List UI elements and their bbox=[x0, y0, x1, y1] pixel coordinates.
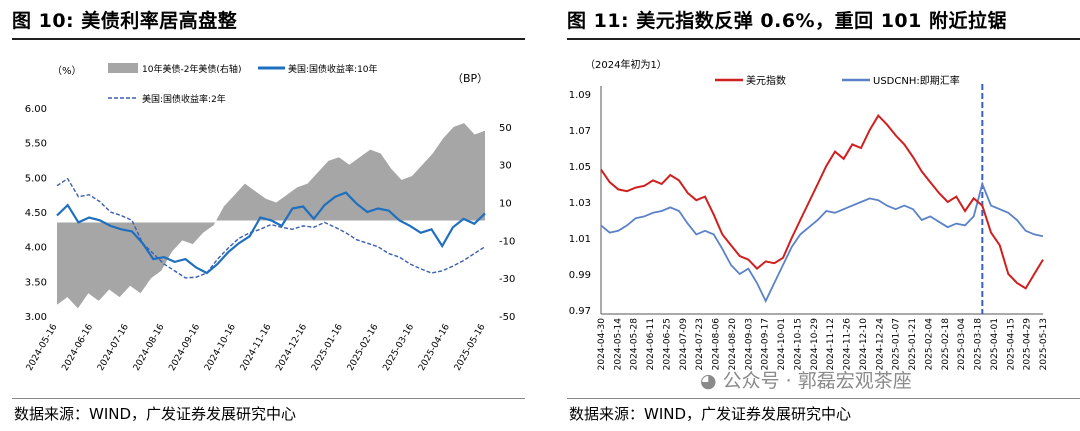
x-axis-tick: 2025-02-18 bbox=[941, 318, 951, 371]
wechat-watermark: ◕ 公众号 · 郭磊宏观茶座 bbox=[700, 366, 912, 393]
series-10y-line bbox=[56, 191, 486, 275]
right-axis-tick: 30 bbox=[499, 161, 512, 172]
x-axis-tick: 2025-01-07 bbox=[892, 318, 902, 370]
right-axis-tick: -50 bbox=[499, 312, 515, 323]
legend-label-dxy: 美元指数 bbox=[746, 74, 786, 87]
x-axis-tick: 2025-04-15 bbox=[1006, 318, 1016, 370]
x-axis-tick: 2024-07-23 bbox=[695, 318, 705, 370]
x-axis-tick: 2025-03-18 bbox=[974, 318, 984, 371]
x-axis-tick: 2024-10-29 bbox=[810, 318, 820, 371]
y-axis-tick: 1.09 bbox=[569, 90, 591, 101]
left-axis-tick: 3.00 bbox=[25, 312, 47, 323]
spread-area bbox=[57, 123, 485, 309]
x-axis-tick: 2024-04-30 bbox=[597, 318, 607, 371]
x-axis-tick: 2024-06-16 bbox=[60, 322, 95, 373]
x-axis-tick: 2024-12-16 bbox=[274, 322, 309, 373]
y-axis-tick: 1.07 bbox=[569, 126, 591, 137]
right-axis-tick: -30 bbox=[499, 274, 515, 285]
x-axis-tick: 2024-10-16 bbox=[203, 322, 238, 373]
x-axis-tick: 2025-02-04 bbox=[924, 318, 934, 371]
left-axis-unit: （%） bbox=[52, 65, 82, 77]
unit-note: （2024年初为1） bbox=[585, 58, 667, 71]
x-axis-tick: 2024-11-16 bbox=[239, 322, 274, 373]
treasury-yield-chart: （%） （BP） 10年美债-2年美债(右轴) 美国:国债收益率:10年美国:国债收益… bbox=[25, 63, 515, 373]
x-axis-tick: 2024-05-16 bbox=[25, 322, 60, 373]
legend-label-10y: 美国:国债收益率:10年 bbox=[288, 63, 378, 75]
right-axis-tick: 10 bbox=[499, 199, 512, 210]
y-axis-tick: 1.05 bbox=[569, 162, 591, 173]
x-axis-tick: 2025-05-16 bbox=[453, 322, 488, 373]
x-axis-tick: 2024-06-25 bbox=[662, 318, 672, 370]
series-2y-line bbox=[56, 177, 486, 279]
left-axis-tick: 3.50 bbox=[25, 277, 47, 288]
y-axis-tick: 1.01 bbox=[569, 234, 591, 245]
left-axis-tick: 5.50 bbox=[25, 139, 47, 150]
legend-label-spread: 10年美债-2年美债(右轴) bbox=[142, 63, 241, 75]
figure-11-title: 图 11: 美元指数反弹 0.6%，重回 101 附近拉锯 bbox=[567, 10, 1007, 32]
x-axis-tick: 2024-09-16 bbox=[167, 322, 202, 373]
x-axis-tick: 2025-02-16 bbox=[346, 322, 381, 373]
y-axis-tick: 0.97 bbox=[569, 306, 591, 317]
left-axis-tick: 6.00 bbox=[25, 104, 47, 115]
figure-11-panel: 图 11: 美元指数反弹 0.6%，重回 101 附近拉锯 （2024年初为1）… bbox=[555, 0, 1080, 431]
watermark-text: 公众号 · 郭磊宏观茶座 bbox=[722, 370, 912, 392]
series-usdcnh-line bbox=[600, 181, 1044, 304]
left-axis-tick: 4.50 bbox=[25, 208, 47, 219]
figure-10-title: 图 10: 美债利率居高盘整 bbox=[12, 10, 238, 32]
title-divider bbox=[12, 38, 525, 40]
dollar-index-chart: （2024年初为1） 美元指数 USDCNH:即期汇率 1.09 1.07 1.05 1.0… bbox=[569, 58, 1049, 371]
x-axis-tick: 2024-12-10 bbox=[859, 318, 869, 371]
x-axis-tick: 2025-03-16 bbox=[381, 322, 416, 373]
right-axis-tick: -10 bbox=[499, 236, 515, 247]
wechat-icon: ◕ bbox=[700, 370, 717, 392]
x-axis-tick: 2025-04-29 bbox=[1023, 318, 1033, 371]
x-axis-tick: 2024-09-03 bbox=[744, 318, 754, 370]
x-axis-tick: 2024-10-01 bbox=[777, 318, 787, 370]
x-axis-tick: 2025-04-16 bbox=[417, 322, 452, 373]
x-axis-tick: 2025-01-16 bbox=[310, 322, 345, 373]
x-axis-tick: 2024-08-06 bbox=[712, 318, 722, 371]
x-axis-tick: 2025-01-21 bbox=[908, 318, 918, 370]
figure-10-panel: 图 10: 美债利率居高盘整 （%） （BP） 10年美债-2年美债(右轴) 美国:国… bbox=[0, 0, 525, 431]
legend-label-2y: 美国:国债收益率:2年 bbox=[142, 93, 226, 105]
source-divider bbox=[12, 398, 525, 399]
source-divider bbox=[567, 398, 1080, 399]
x-axis-tick: 2024-07-16 bbox=[96, 322, 131, 373]
x-axis-tick: 2024-07-09 bbox=[679, 318, 689, 371]
left-axis-tick: 5.00 bbox=[25, 173, 47, 184]
x-axis-tick: 2025-05-13 bbox=[1039, 318, 1049, 370]
series-dxy-line bbox=[600, 113, 1044, 290]
x-axis-tick: 2024-05-14 bbox=[613, 318, 623, 371]
y-axis-tick: 0.99 bbox=[569, 270, 591, 281]
x-axis-tick: 2024-06-11 bbox=[646, 318, 656, 370]
left-axis-tick: 4.00 bbox=[25, 243, 47, 254]
legend-swatch-spread bbox=[108, 63, 138, 73]
y-axis-tick: 1.03 bbox=[569, 198, 591, 209]
x-axis-tick: 2024-08-16 bbox=[132, 322, 167, 373]
title-divider bbox=[567, 38, 1080, 40]
x-axis-tick: 2024-11-12 bbox=[826, 318, 836, 370]
x-axis-tick: 2024-10-15 bbox=[793, 318, 803, 370]
right-axis-unit: （BP） bbox=[452, 72, 488, 85]
right-axis-tick: 50 bbox=[499, 123, 512, 134]
source-note: 数据来源：WIND，广发证券发展研究中心 bbox=[569, 405, 852, 423]
legend-label-cnh: USDCNH:即期汇率 bbox=[873, 74, 960, 87]
x-axis-tick: 2024-12-24 bbox=[875, 318, 885, 371]
x-axis-tick: 2024-11-26 bbox=[843, 318, 853, 371]
x-axis-tick: 2024-08-20 bbox=[728, 318, 738, 371]
x-axis-tick: 2024-05-28 bbox=[630, 318, 640, 371]
source-note: 数据来源：WIND，广发证券发展研究中心 bbox=[14, 405, 297, 423]
x-axis-tick: 2025-03-04 bbox=[957, 318, 967, 371]
x-axis-tick: 2025-04-01 bbox=[990, 318, 1000, 370]
x-axis-tick: 2024-09-17 bbox=[761, 318, 771, 370]
